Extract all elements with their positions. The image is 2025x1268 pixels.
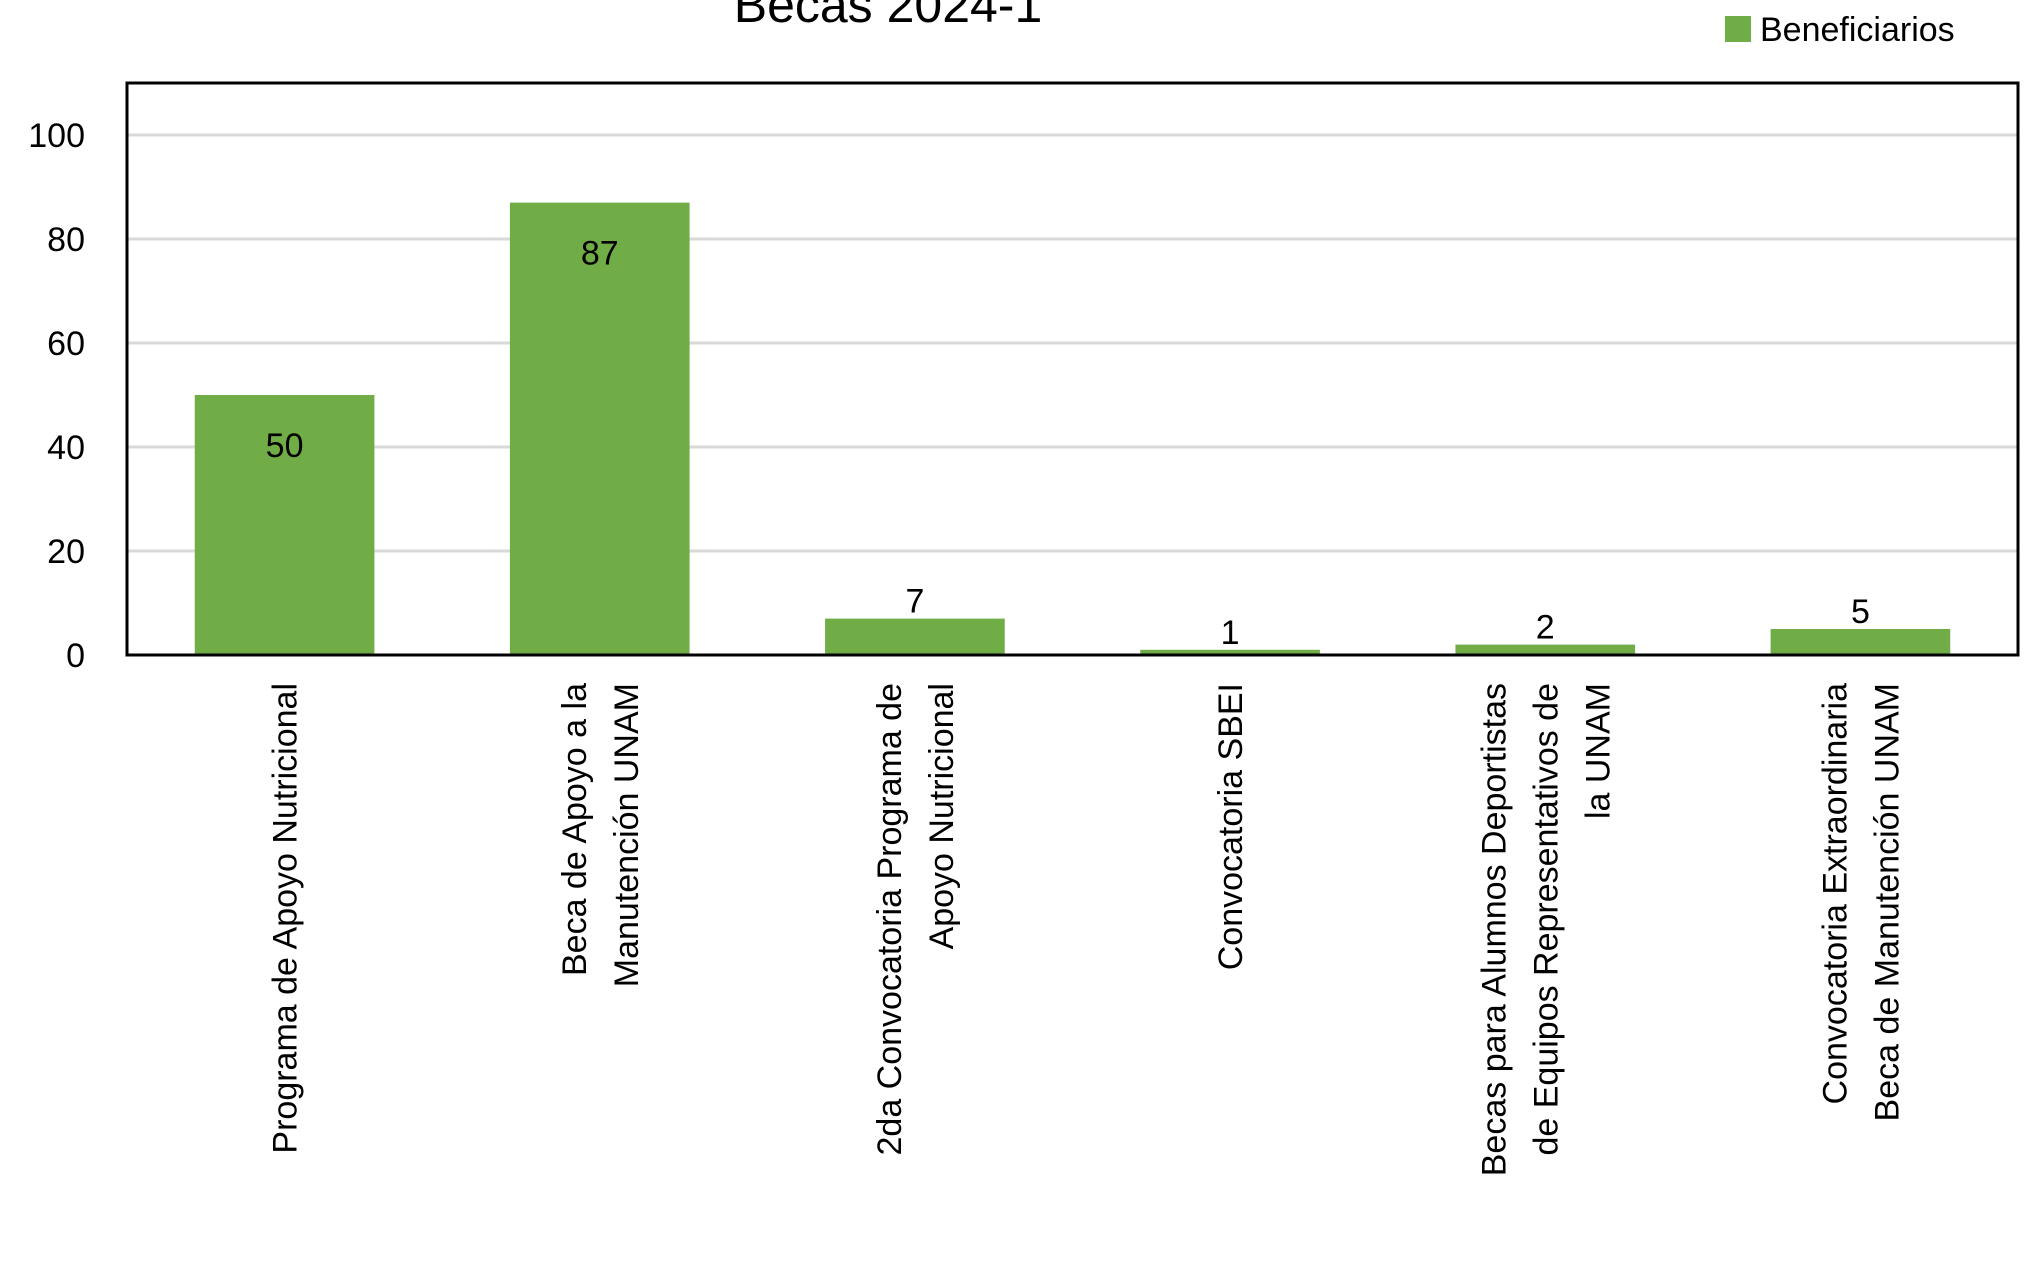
data-label: 5	[1851, 593, 1870, 631]
chart-title: Becas 2024-1	[734, 0, 1043, 33]
category-label-line: Becas para Alumnos Deportistas	[1475, 683, 1513, 1176]
grid-lines	[127, 133, 2018, 553]
legend-label: Beneficiarios	[1760, 11, 1955, 49]
y-axis-tick-labels: 0 20 40 60 80 100	[28, 117, 85, 675]
legend: Beneficiarios	[1725, 11, 1955, 49]
category-label-line: Convocatoria SBEI	[1212, 683, 1250, 970]
category-label-line: de Equipos Representativos de	[1527, 683, 1565, 1156]
category-label: Convocatoria SBEI	[1212, 683, 1250, 970]
category-label-line: Programa de Apoyo Nutricional	[267, 683, 305, 1154]
plot-area-frame	[125, 81, 2020, 657]
data-label: 87	[581, 235, 619, 273]
bar	[1455, 644, 1636, 655]
y-tick-label: 20	[47, 533, 85, 571]
y-tick-label: 80	[47, 221, 85, 259]
data-label: 50	[266, 427, 304, 465]
category-label-line: la UNAM	[1579, 683, 1617, 819]
bars	[194, 202, 1951, 655]
category-label: Programa de Apoyo Nutricional	[267, 683, 305, 1154]
data-label: 2	[1536, 609, 1555, 647]
y-tick-label: 0	[66, 637, 85, 675]
bar	[509, 202, 690, 655]
bar	[1140, 649, 1320, 655]
category-label: Becas para Alumnos Deportistas de Equipos…	[1475, 683, 1617, 1176]
category-label-line: Apoyo Nutricional	[923, 683, 961, 949]
y-tick-label: 100	[28, 117, 85, 155]
category-label-line: Convocatoria Extraordinaria	[1816, 683, 1854, 1105]
y-tick-label: 40	[47, 429, 85, 467]
bar	[194, 395, 375, 655]
category-label-line: Beca de Apoyo a la	[556, 683, 594, 976]
legend-swatch	[1725, 16, 1751, 42]
category-label: Beca de Apoyo a la Manutención UNAM	[556, 683, 646, 987]
category-label: 2da Convocatoria Programa de Apoyo Nutric…	[871, 683, 961, 1156]
data-label: 7	[905, 583, 924, 621]
category-label-line: 2da Convocatoria Programa de	[871, 683, 909, 1156]
y-tick-label: 60	[47, 325, 85, 363]
bar	[825, 618, 1005, 655]
data-label: 1	[1221, 614, 1240, 652]
category-label-line: Manutención UNAM	[608, 683, 646, 987]
data-labels: 50 87 7 1 2 5	[266, 235, 1870, 652]
bar	[1770, 629, 1951, 655]
x-axis-category-labels: Programa de Apoyo Nutricional Beca de Apo…	[267, 683, 1907, 1176]
category-label: Convocatoria Extraordinaria Beca de Manut…	[1816, 683, 1906, 1122]
category-label-line: Beca de Manutención UNAM	[1868, 683, 1906, 1121]
